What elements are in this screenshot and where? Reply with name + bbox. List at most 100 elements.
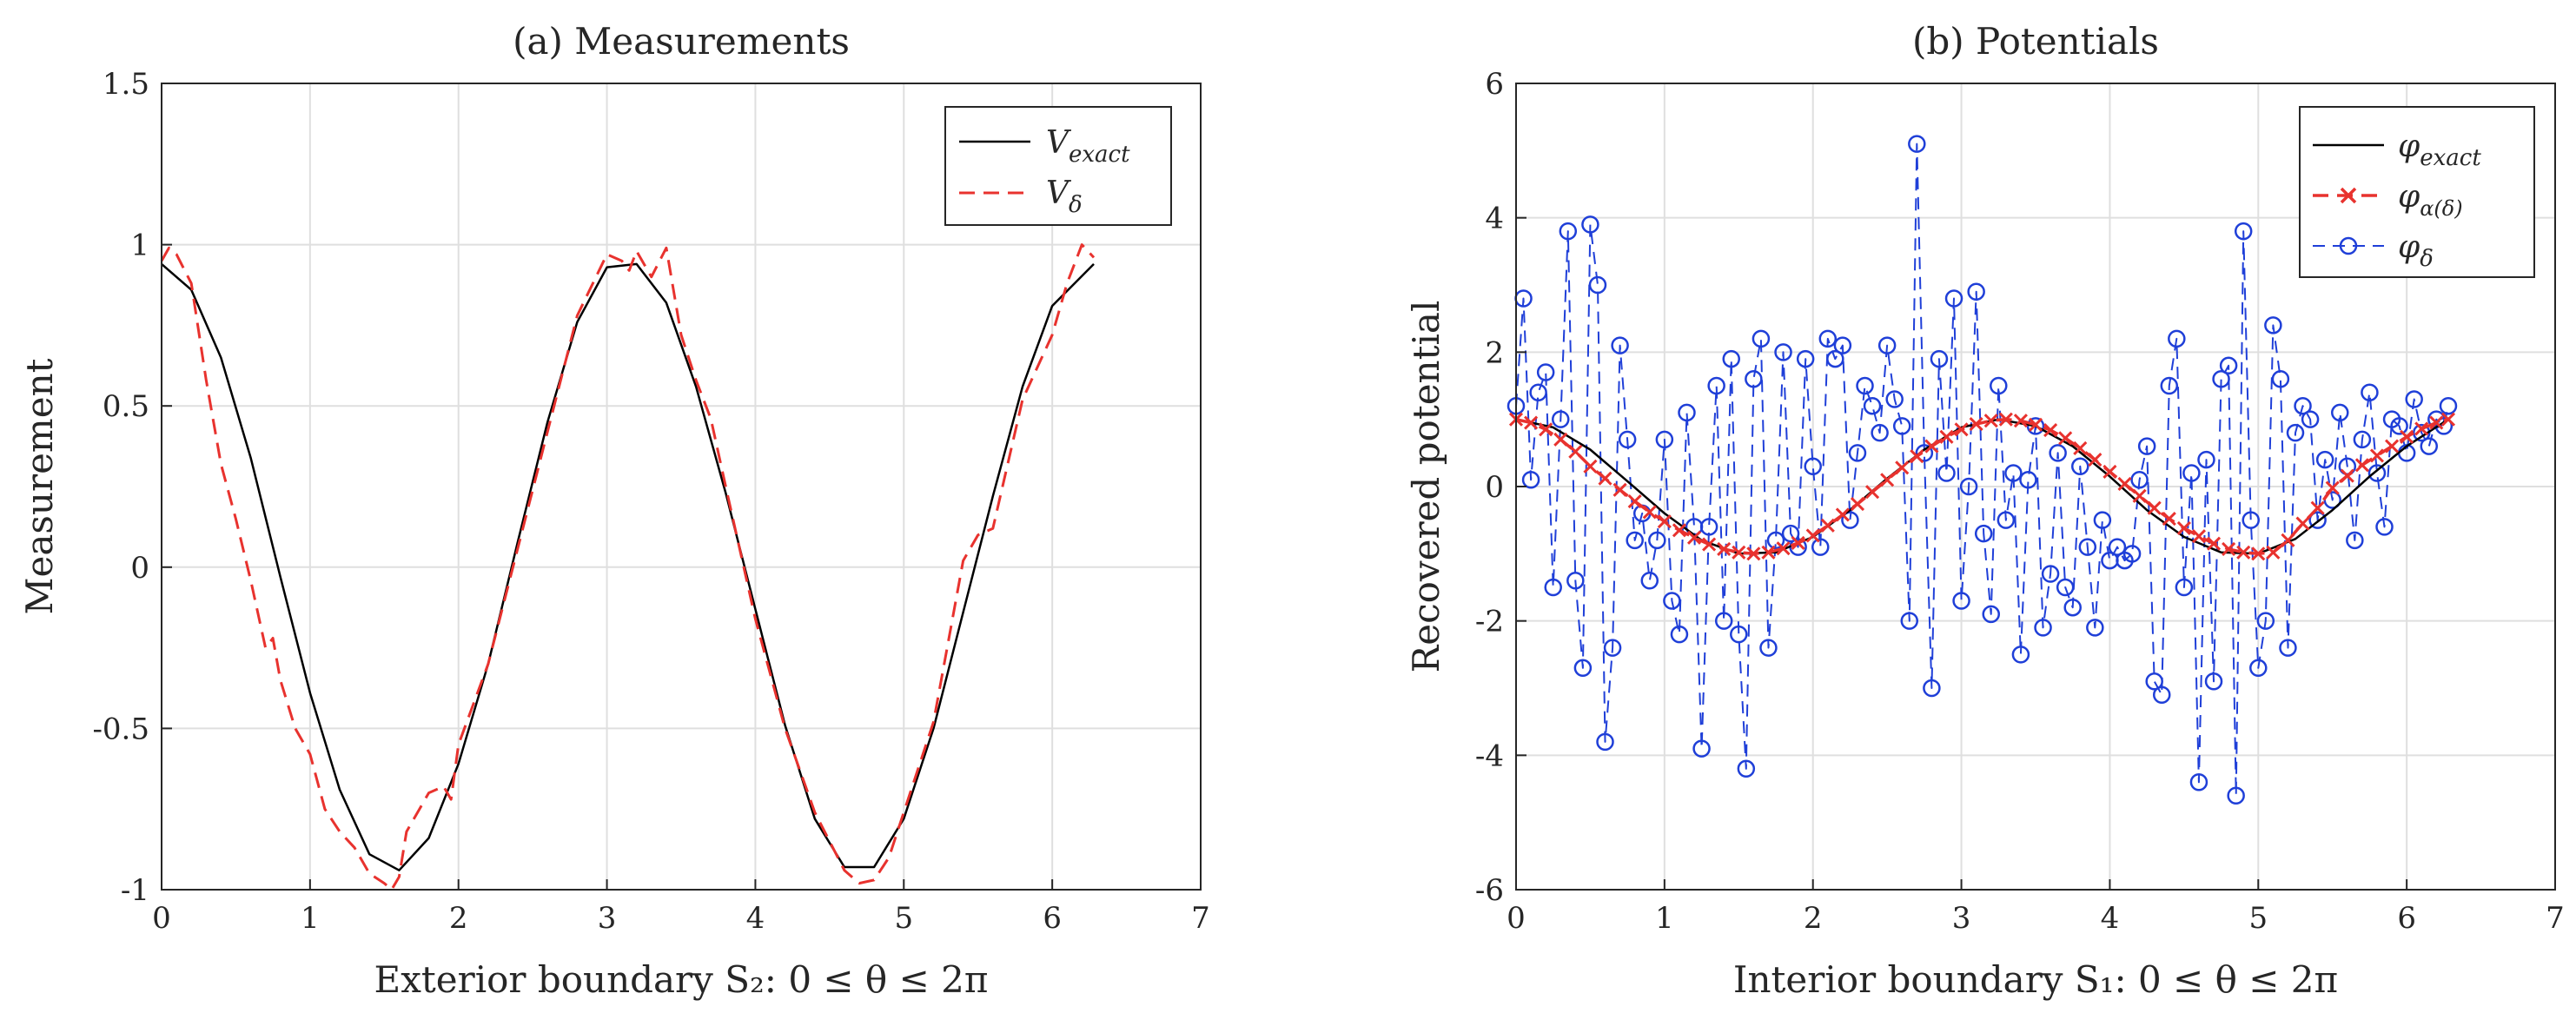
x-tick-label: 2 bbox=[449, 901, 468, 936]
data-point-phi_delta bbox=[2315, 450, 2334, 469]
panel-a-series bbox=[160, 243, 1096, 891]
data-point-phi_alpha_delta bbox=[2132, 488, 2147, 503]
data-point-phi_delta bbox=[1536, 363, 1555, 381]
data-point-phi_delta bbox=[1559, 222, 1578, 241]
data-point-phi_alpha_delta bbox=[2281, 533, 2295, 547]
data-point-phi_delta bbox=[1781, 524, 1800, 543]
data-point-phi_delta bbox=[2420, 437, 2439, 455]
data-point-phi_delta bbox=[2361, 383, 2379, 401]
data-point-phi_delta bbox=[1603, 639, 1622, 657]
data-point-phi_alpha_delta bbox=[1717, 541, 1732, 556]
data-point-phi_alpha_delta bbox=[1672, 523, 1687, 538]
panel-b-legend-marker-alpha bbox=[2340, 187, 2357, 204]
y-tick-label: 1.5 bbox=[103, 67, 149, 102]
data-point-phi_delta bbox=[2367, 464, 2387, 482]
x-tick-label: 7 bbox=[1191, 901, 1210, 936]
y-tick-label: -0.5 bbox=[92, 712, 149, 746]
data-point-phi_delta bbox=[1877, 336, 1897, 354]
data-point-phi_delta bbox=[1618, 430, 1637, 449]
data-point-phi_delta bbox=[1640, 572, 1659, 590]
data-point-phi_alpha_delta bbox=[1598, 471, 1612, 486]
data-point-phi_alpha_delta bbox=[1746, 546, 1761, 561]
data-point-phi_delta bbox=[1730, 625, 1748, 644]
x-tick-label: 7 bbox=[2546, 901, 2565, 936]
data-point-phi_alpha_delta bbox=[1761, 545, 1776, 560]
data-point-phi_delta bbox=[2346, 531, 2364, 550]
x-tick-label: 4 bbox=[2101, 901, 2120, 936]
x-tick-label: 0 bbox=[1507, 901, 1526, 936]
data-point-phi_delta bbox=[1670, 625, 1689, 644]
data-point-phi_alpha_delta bbox=[1835, 507, 1850, 522]
data-point-phi_delta bbox=[1566, 572, 1585, 590]
data-point-phi_delta bbox=[1923, 679, 1941, 698]
y-tick-label: -6 bbox=[1475, 873, 1504, 908]
panel-b-legend-box bbox=[2299, 106, 2535, 278]
x-tick-label: 1 bbox=[1655, 901, 1674, 936]
data-point-phi_delta bbox=[2145, 672, 2163, 691]
x-tick-label: 3 bbox=[598, 901, 617, 936]
data-point-phi_delta bbox=[1648, 531, 1666, 550]
data-point-phi_delta bbox=[1818, 329, 1838, 348]
data-point-phi_alpha_delta bbox=[2206, 536, 2222, 551]
y-tick-label: 4 bbox=[1485, 202, 1504, 236]
data-point-phi_delta bbox=[1722, 349, 1740, 368]
y-tick-label: 0 bbox=[130, 551, 149, 586]
data-point-phi_delta bbox=[2219, 356, 2238, 375]
data-point-phi_delta bbox=[2063, 598, 2082, 617]
panel-a-legend-sub-exact: exact bbox=[1069, 142, 1130, 168]
data-point-phi_delta bbox=[2019, 471, 2037, 489]
data-point-phi_delta bbox=[2197, 450, 2215, 469]
panel-a-legend-box bbox=[944, 106, 1172, 226]
data-point-phi_alpha_delta bbox=[1864, 485, 1880, 500]
data-point-phi_delta bbox=[1544, 578, 1562, 597]
data-point-phi_delta bbox=[1982, 605, 2000, 624]
data-point-phi_delta bbox=[2004, 464, 2023, 482]
data-point-phi_alpha_delta bbox=[1524, 415, 1539, 430]
data-point-phi_delta bbox=[2227, 786, 2245, 805]
data-point-phi_delta bbox=[2242, 511, 2260, 529]
data-point-phi_delta bbox=[2108, 538, 2127, 556]
panel-b-ticks: 0 1 2 3 4 5 6 7 -6 -4 -2 0 2 4 6 bbox=[1475, 67, 2565, 936]
panel-b-series bbox=[1507, 135, 2458, 805]
data-point-phi_delta bbox=[1871, 423, 1889, 442]
data-point-phi_delta bbox=[2130, 471, 2149, 489]
data-point-phi_delta bbox=[2390, 417, 2408, 435]
data-point-phi_delta bbox=[1826, 349, 1844, 368]
data-point-phi_alpha_delta bbox=[2325, 480, 2340, 495]
data-point-phi_delta bbox=[1581, 215, 1599, 234]
panel-a-legend-sub-delta: δ bbox=[1069, 192, 1083, 218]
data-point-phi_alpha_delta bbox=[2176, 520, 2191, 536]
data-point-phi_delta bbox=[1997, 511, 2016, 529]
series-line-V_delta bbox=[160, 243, 1096, 891]
panel-b-legend-marker-delta bbox=[2339, 236, 2358, 255]
data-point-phi_alpha_delta bbox=[2162, 512, 2176, 527]
data-point-phi_delta bbox=[1811, 538, 1830, 556]
data-point-phi_delta bbox=[2175, 578, 2194, 597]
data-point-phi_delta bbox=[1908, 135, 1926, 153]
data-point-phi_delta bbox=[1766, 531, 1785, 550]
data-point-phi_alpha_delta bbox=[1612, 482, 1627, 497]
data-point-phi_alpha_delta bbox=[2222, 541, 2236, 556]
data-point-phi_delta bbox=[2439, 396, 2458, 415]
data-point-phi_delta bbox=[2204, 672, 2223, 691]
data-point-phi_alpha_delta bbox=[1939, 429, 1954, 444]
x-tick-label: 5 bbox=[894, 901, 913, 936]
data-point-phi_delta bbox=[2122, 545, 2142, 563]
data-point-phi_alpha_delta bbox=[2295, 516, 2310, 531]
data-point-phi_delta bbox=[2011, 646, 2030, 664]
data-point-phi_alpha_delta bbox=[1880, 473, 1895, 487]
data-point-phi_delta bbox=[1588, 275, 1607, 295]
data-point-phi_delta bbox=[2071, 457, 2089, 476]
data-point-phi_alpha_delta bbox=[1998, 412, 2013, 427]
panel-a-legend-label-delta: Vδ bbox=[1046, 176, 1083, 218]
panel-b-legend-sub-delta: δ bbox=[2420, 246, 2434, 272]
data-point-phi_alpha_delta bbox=[1820, 518, 1835, 533]
data-point-phi_alpha_delta bbox=[1627, 493, 1642, 509]
data-point-phi_delta bbox=[2212, 370, 2230, 388]
x-tick-label: 5 bbox=[2248, 901, 2268, 936]
data-point-phi_alpha_delta bbox=[1657, 514, 1672, 529]
panel-a-measurements: 0 1 2 3 4 5 6 7-1-0.500.511.5 (a) Measurements … bbox=[18, 20, 1210, 1001]
data-point-phi_alpha_delta bbox=[2117, 476, 2132, 491]
data-point-phi_delta bbox=[2189, 773, 2208, 791]
data-point-phi_alpha_delta bbox=[2073, 440, 2088, 455]
